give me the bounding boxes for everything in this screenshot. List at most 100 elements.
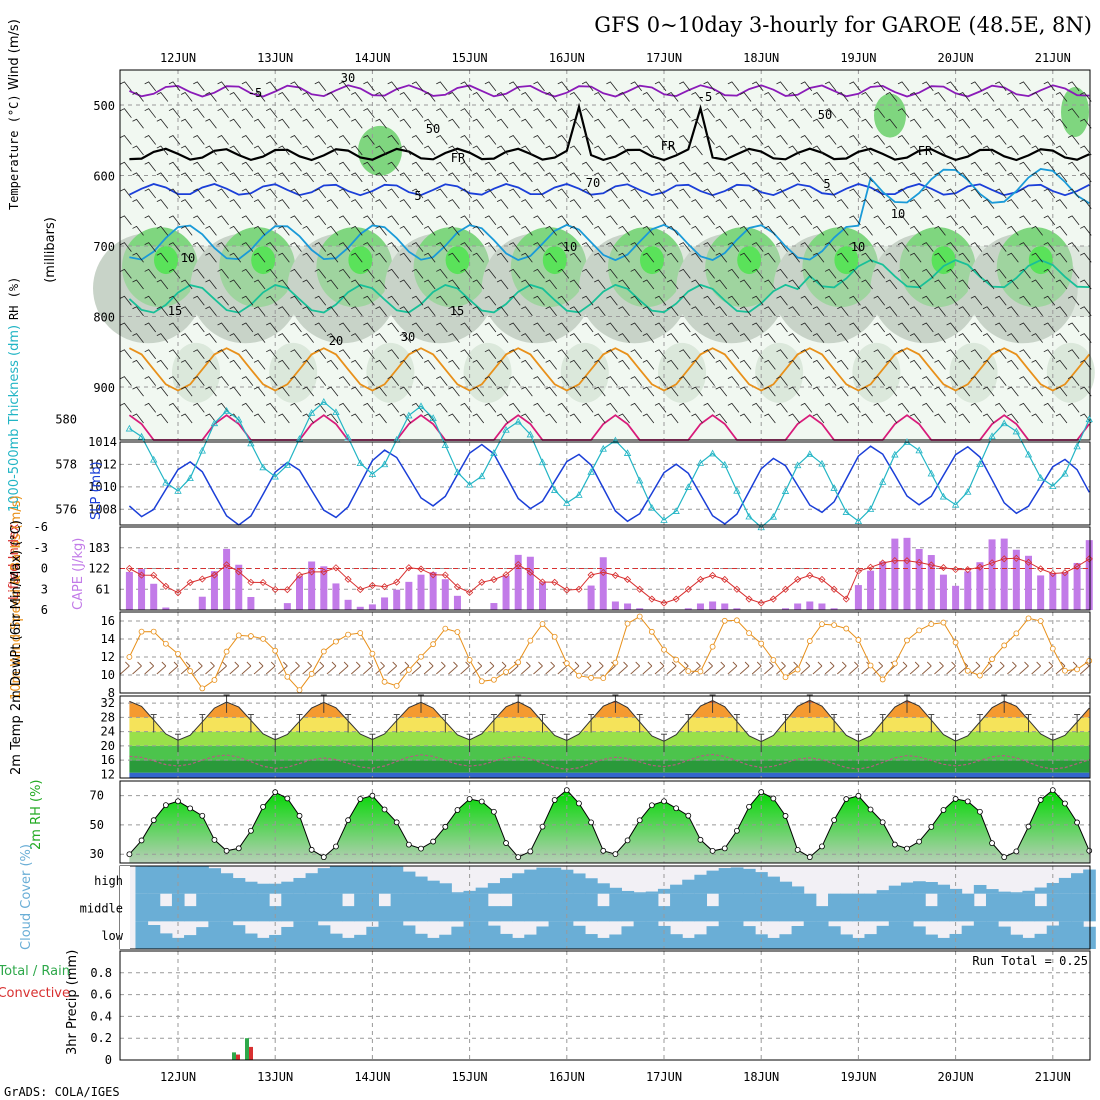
surface-wind-barb <box>193 661 203 675</box>
wind-barb <box>375 91 387 102</box>
wind-barb <box>618 252 630 263</box>
wind-barb <box>909 91 922 102</box>
wind-barb <box>484 242 497 252</box>
wind-barb <box>837 172 849 183</box>
wind-barb <box>351 91 363 102</box>
wind-barb <box>581 161 594 172</box>
thickness-marker <box>295 434 304 442</box>
cloud-level-label: high <box>94 874 123 888</box>
wind-barb <box>776 376 788 386</box>
wind-barb <box>788 145 800 156</box>
wind-barb <box>922 349 934 360</box>
wind-barb <box>837 145 849 156</box>
wind-barb <box>180 118 193 129</box>
wind-barb <box>521 252 533 263</box>
rh2m-marker <box>515 854 522 861</box>
wind-barb <box>448 172 460 183</box>
wind-barb <box>1019 134 1031 145</box>
thickness-marker <box>599 444 607 452</box>
wind-barb <box>1067 242 1080 252</box>
wind-barb <box>448 91 460 102</box>
wind-barb <box>156 118 169 129</box>
cloud-axis-strip <box>120 866 130 949</box>
wind-barb <box>314 268 327 279</box>
rh2m-axis-label: 2m RH (%) <box>29 779 44 850</box>
wind-barb <box>581 295 594 306</box>
wind-barb <box>545 252 557 263</box>
cloud-middle-bar <box>342 906 355 922</box>
wind-barb <box>569 386 582 397</box>
wind-barb <box>387 402 400 413</box>
wind-barb <box>278 91 290 102</box>
li-marker <box>259 578 267 587</box>
wind-barb <box>1055 225 1068 236</box>
wind-barb <box>788 225 800 236</box>
wind-barb <box>885 172 898 183</box>
surface-wind-barb <box>363 661 373 675</box>
temperature-bands <box>129 700 1090 778</box>
wind-barb <box>120 81 132 92</box>
wind-barb <box>509 134 521 145</box>
wind-barb <box>387 349 400 360</box>
wind-barb <box>205 413 217 424</box>
surface-wind-barb <box>569 661 580 675</box>
wind-barb <box>484 295 497 306</box>
wind-barb <box>691 252 703 263</box>
wind-barb <box>314 134 327 145</box>
surface-wind-barb <box>849 661 859 675</box>
x-tick-label-bottom: 17JUN <box>646 1070 682 1084</box>
wind-barb <box>1019 188 1031 199</box>
li-marker <box>210 571 219 579</box>
wind-barb <box>788 413 800 424</box>
wind-speed-marker <box>260 635 266 642</box>
cloud-middle-bar <box>293 893 307 922</box>
wind-barb <box>618 145 630 156</box>
wind-barb <box>205 333 217 343</box>
wind-barb <box>302 359 314 370</box>
wind-barb <box>885 145 898 156</box>
wind-barb <box>630 81 643 92</box>
cloud-low-bar <box>184 935 197 949</box>
wind-barb <box>363 402 375 413</box>
wind-barb <box>241 81 254 92</box>
wind-barb <box>229 386 242 397</box>
cloud-middle-bar <box>536 893 550 922</box>
thickness-marker <box>891 450 899 458</box>
wind-barb <box>727 402 740 413</box>
contour-label: 50 <box>818 108 832 122</box>
wind-barb <box>168 188 181 199</box>
wind-barb <box>351 279 363 290</box>
wind-barb <box>922 295 934 306</box>
cape-bar <box>903 537 911 610</box>
wind-barb <box>411 376 424 386</box>
wind-barb <box>168 349 181 360</box>
wind-barb <box>241 322 254 333</box>
wind-barb <box>132 333 144 343</box>
wind-barb <box>484 215 497 226</box>
cape-bar <box>587 585 595 610</box>
wind-barb <box>752 108 764 118</box>
temp-minmax-bar <box>466 733 473 753</box>
li-marker <box>648 595 656 603</box>
wind-barb <box>861 359 873 370</box>
thickness-marker <box>356 459 364 467</box>
cloud-high-bar <box>682 879 695 894</box>
wind-barb <box>278 252 290 263</box>
wind-barb <box>606 108 618 118</box>
wind-barb <box>229 359 242 370</box>
rh2m-line <box>129 789 1090 858</box>
wind-barb <box>1067 108 1080 118</box>
wind-barb <box>897 402 910 413</box>
upper-air-ylabel: RH (%)Temperature (°C)Wind (m/s) <box>7 19 22 320</box>
wind-barb <box>885 91 898 102</box>
wind-barb <box>837 225 849 236</box>
wind-barb <box>423 225 436 236</box>
wind-barb <box>363 268 375 279</box>
wind-barb <box>278 413 290 424</box>
thickness-marker <box>1012 427 1021 435</box>
wind-barb <box>253 145 266 156</box>
cape-bar <box>490 603 498 610</box>
cloud-middle-bar <box>670 893 683 922</box>
thickness-marker <box>587 467 595 475</box>
wind-barb <box>533 268 545 279</box>
